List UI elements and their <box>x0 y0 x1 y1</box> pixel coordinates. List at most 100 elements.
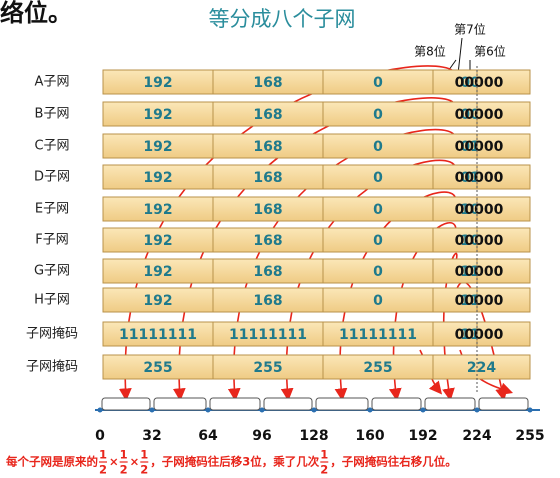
cell <box>322 101 434 127</box>
cell-text: 224 <box>467 360 496 376</box>
pointer <box>457 37 463 75</box>
row-label: 子网掩码 <box>26 327 78 342</box>
note-text: 每个子网是原来的 <box>6 455 98 469</box>
segment-box <box>263 397 313 411</box>
cell <box>212 287 324 313</box>
cell <box>476 287 531 313</box>
cell <box>476 69 531 95</box>
cell <box>432 258 478 284</box>
row-label: A子网 <box>35 75 70 90</box>
cell-text: 0 <box>373 107 383 123</box>
cell-text: 168 <box>253 139 282 155</box>
row-label: 子网掩码 <box>26 360 78 375</box>
fraction-numerator: 1 <box>320 448 328 462</box>
row-label: G子网 <box>34 264 70 279</box>
fraction-numerator: 1 <box>140 448 148 462</box>
fraction-numerator: 1 <box>99 448 107 462</box>
cell <box>476 133 531 159</box>
cell-text: 0 <box>373 264 383 280</box>
cell-text: 168 <box>253 233 282 249</box>
row-label: E子网 <box>35 202 69 217</box>
cell <box>322 164 434 190</box>
bit-label: 第8位 <box>414 44 446 59</box>
segment-box <box>153 397 207 411</box>
note-text: × <box>109 455 119 469</box>
scale-tick <box>420 407 426 413</box>
cell <box>212 227 324 253</box>
cell-text: 0 <box>373 202 383 218</box>
fraction-denominator: 2 <box>99 463 107 477</box>
cell <box>432 354 531 380</box>
cell <box>102 101 214 127</box>
cell-text: 0 <box>373 233 383 249</box>
cell-text: 0 <box>373 293 383 309</box>
cell-text: 168 <box>253 170 282 186</box>
scale-label: 255 <box>515 428 544 444</box>
scale-label: 96 <box>252 428 271 444</box>
cell <box>432 227 478 253</box>
cell <box>102 258 214 284</box>
bit-label: 第7位 <box>454 22 486 37</box>
fraction-denominator: 2 <box>120 463 128 477</box>
row-label: F子网 <box>35 233 68 248</box>
cell <box>212 354 324 380</box>
note-text: ，子网掩码往后移3位，乘了几次 <box>150 455 320 469</box>
cell-text: 192 <box>143 293 172 309</box>
cell-text: 00000 <box>455 139 504 155</box>
fraction-numerator: 1 <box>120 448 128 462</box>
cell <box>102 133 214 159</box>
scale-tick <box>149 407 155 413</box>
bit-label: 第6位 <box>474 44 506 59</box>
cell-text: 00000 <box>455 107 504 123</box>
scale-label: 128 <box>299 428 328 444</box>
scale-tick <box>205 407 211 413</box>
cell-text: 00000 <box>455 264 504 280</box>
cell <box>476 196 531 222</box>
cell <box>432 287 478 313</box>
scale-tick <box>474 407 480 413</box>
scale-tick <box>367 407 373 413</box>
cell <box>322 287 434 313</box>
segment-box <box>371 397 422 411</box>
cell-text: 192 <box>143 170 172 186</box>
cell-text: 00000 <box>455 170 504 186</box>
cell <box>432 164 478 190</box>
cell-text: 0 <box>373 75 383 91</box>
scale-label: 192 <box>408 428 437 444</box>
cell-text: 168 <box>253 107 282 123</box>
header-fragment: 络位。 <box>0 0 72 27</box>
cell-text: 00000 <box>455 233 504 249</box>
row-label: B子网 <box>35 107 70 122</box>
title: 等分成八个子网 <box>209 7 356 31</box>
scale-tick <box>527 407 533 413</box>
segment-box <box>101 397 151 411</box>
fraction-denominator: 2 <box>320 463 328 477</box>
cell <box>476 321 531 347</box>
cell-text: 0 <box>373 139 383 155</box>
cell-text: 00000 <box>455 75 504 91</box>
cell <box>476 101 531 127</box>
cell-text: 11111111 <box>119 327 197 343</box>
cell <box>212 321 324 347</box>
cell-text: 168 <box>253 293 282 309</box>
cell-text: 192 <box>143 233 172 249</box>
segment-box <box>478 397 529 411</box>
scale-label: 160 <box>355 428 384 444</box>
cell <box>102 69 214 95</box>
segment-box <box>315 397 369 411</box>
cell <box>322 258 434 284</box>
cell <box>102 287 214 313</box>
scale-label: 224 <box>462 428 491 444</box>
cell-text: 00000 <box>455 327 504 343</box>
scale-tick <box>259 407 265 413</box>
row-label: D子网 <box>34 170 70 185</box>
scale-label: 64 <box>198 428 218 444</box>
cell-text: 255 <box>143 360 172 376</box>
cell-text: 168 <box>253 75 282 91</box>
row-label: H子网 <box>34 293 70 308</box>
cell-text: 00000 <box>455 202 504 218</box>
note-text: × <box>130 455 140 469</box>
cell-text: 255 <box>363 360 392 376</box>
scale-label: 32 <box>142 428 161 444</box>
scale-tick <box>311 407 317 413</box>
